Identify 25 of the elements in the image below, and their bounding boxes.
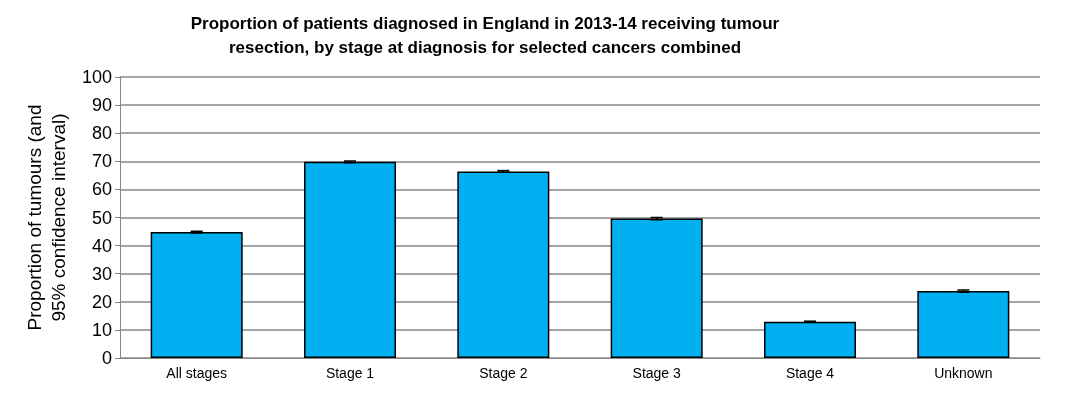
bar xyxy=(304,161,396,358)
x-tick-label: Stage 4 xyxy=(785,365,835,381)
y-tick-label: 50 xyxy=(91,207,112,228)
x-tick-label: Stage 3 xyxy=(632,365,682,381)
x-tick-label: Unknown xyxy=(934,365,993,381)
y-tick-label: 30 xyxy=(91,263,112,284)
y-tick-label: 100 xyxy=(81,67,112,87)
y-tick-label: 40 xyxy=(91,235,112,256)
bar xyxy=(764,321,856,358)
y-tick-label: 80 xyxy=(91,123,112,144)
y-tick-label: 0 xyxy=(101,348,112,368)
y-tick-label: 70 xyxy=(91,151,112,172)
bar xyxy=(610,218,703,358)
y-tick-label: 10 xyxy=(91,319,112,340)
y-tick-label: 60 xyxy=(91,179,112,200)
x-tick-label: Stage 2 xyxy=(479,365,528,381)
bar xyxy=(150,232,243,358)
y-tick-label: 90 xyxy=(91,95,112,116)
y-tick-label: 20 xyxy=(91,291,112,312)
x-tick-label: Stage 1 xyxy=(325,365,375,381)
bar xyxy=(917,291,1010,358)
chart-title: Proportion of patients diagnosed in England in 2013-14 receiving tumour resection, by stage at diagnosis for selected cancers combined xyxy=(190,13,780,57)
y-axis-title: Proportion of tumours (and 95% confidence interval) xyxy=(23,104,69,331)
bar xyxy=(457,171,550,358)
x-tick-label: All stages xyxy=(166,365,228,381)
